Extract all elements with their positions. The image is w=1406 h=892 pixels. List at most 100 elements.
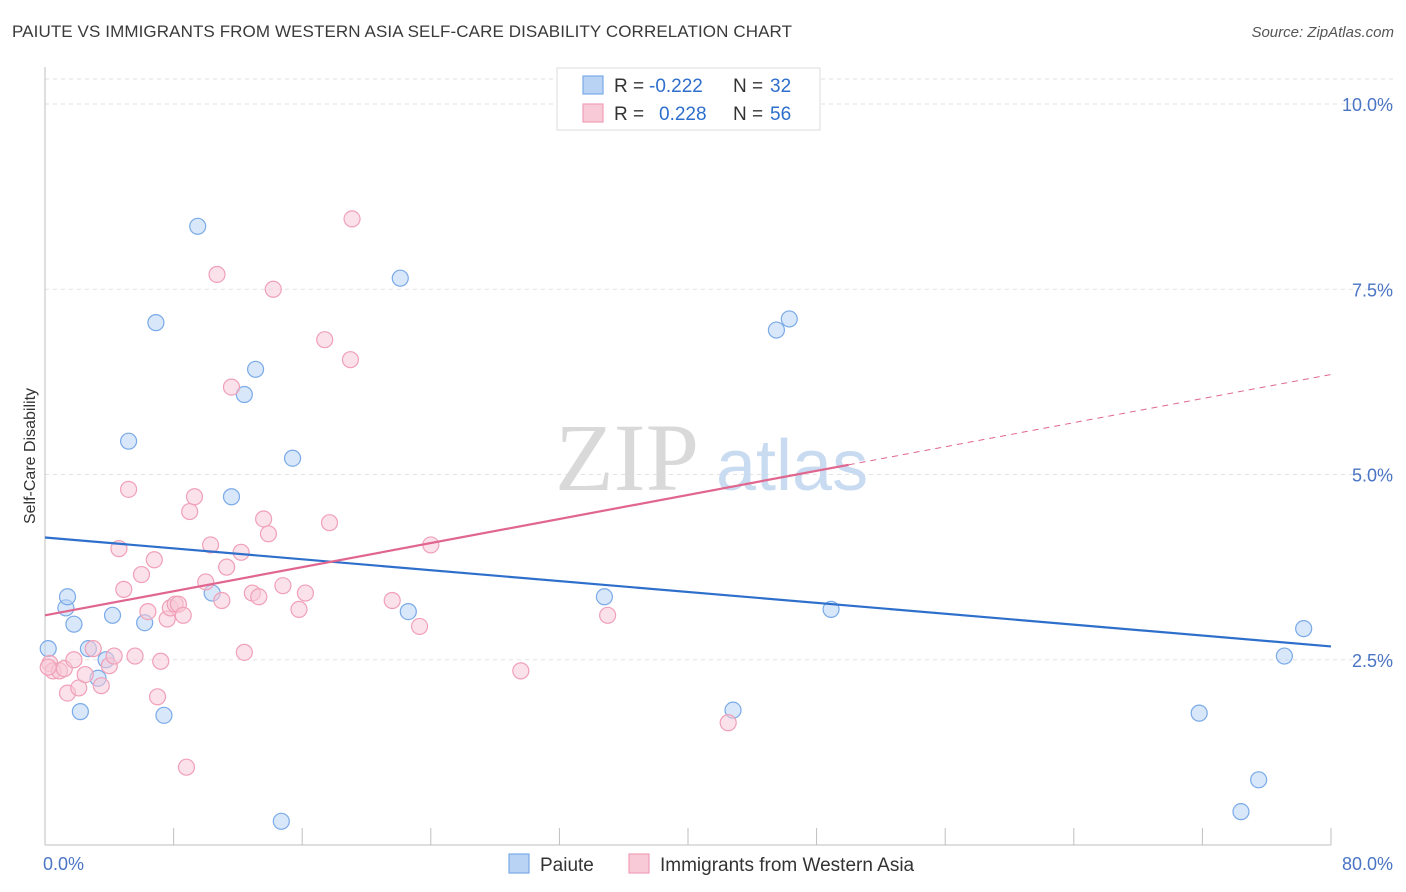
- western-asia-point-20: [152, 652, 170, 670]
- western-asia-point-43: [290, 600, 308, 618]
- x-tick-label-0: 0.0%: [43, 854, 84, 874]
- western-asia-point-15: [126, 647, 144, 665]
- legend-swatch-paiute: [582, 75, 604, 95]
- paiute-point-31: [1295, 620, 1313, 638]
- paiute-point-16: [235, 385, 253, 404]
- western-asia-point-53: [599, 606, 617, 624]
- western-asia-point-49: [383, 591, 401, 610]
- bottom-legend-label-paiute: Paiute: [540, 855, 594, 876]
- paiute-point-18: [272, 812, 290, 830]
- stats-legend: R = -0.222 N = 32 R = 0.228 N = 56: [556, 67, 821, 131]
- western-asia-point-16: [132, 565, 151, 584]
- western-asia-point-25: [174, 606, 192, 624]
- western-asia-point-27: [181, 502, 199, 521]
- western-asia-point-50: [410, 617, 429, 636]
- western-asia-point-54: [719, 714, 737, 732]
- paiute-point-27: [1190, 704, 1208, 722]
- x-tick-label-1: 80.0%: [1342, 854, 1393, 874]
- y-tick-label-1: 5.0%: [1352, 466, 1393, 486]
- legend-n-value-paiute: 32: [770, 76, 791, 97]
- y-tick-label-0: 2.5%: [1352, 651, 1393, 671]
- paiute-point-0: [39, 640, 57, 658]
- western-asia-point-8: [84, 640, 102, 658]
- western-asia-point-17: [139, 602, 157, 621]
- western-asia-point-34: [222, 378, 241, 396]
- western-asia-point-35: [232, 543, 250, 561]
- western-asia-point-41: [264, 280, 282, 298]
- bottom-legend-swatch-paiute: [508, 853, 530, 874]
- paiute-point-4: [71, 703, 89, 721]
- legend-r-label-western-asia: R =: [614, 104, 644, 125]
- trend-lines: [44, 374, 1332, 648]
- paiute-trend-line: [44, 536, 1332, 648]
- western-asia-point-28: [185, 488, 204, 506]
- western-asia-point-19: [148, 688, 167, 706]
- western-asia-point-14: [119, 480, 138, 498]
- western-asia-point-26: [177, 758, 196, 776]
- western-asia-point-32: [213, 591, 231, 610]
- paiute-point-11: [147, 314, 165, 332]
- legend-r-value-paiute: -0.222: [649, 76, 703, 97]
- legend-swatch-western-asia: [582, 103, 604, 123]
- legend-r-value-western-asia: 0.228: [659, 104, 707, 125]
- western-asia-point-46: [320, 514, 339, 532]
- western-asia-point-55: [39, 658, 57, 676]
- western-asia-point-38: [250, 588, 268, 606]
- paiute-point-25: [780, 310, 798, 328]
- western-asia-point-30: [201, 536, 220, 554]
- paiute-point-22: [595, 588, 614, 606]
- paiute-point-29: [1232, 803, 1250, 821]
- paiute-point-24: [767, 321, 786, 339]
- y-tick-label-3: 10.0%: [1342, 95, 1393, 115]
- western-asia-point-31: [208, 265, 226, 284]
- paiute-point-3: [65, 615, 83, 633]
- paiute-point-9: [119, 432, 138, 450]
- y-tick-label-2: 7.5%: [1352, 280, 1393, 300]
- western-asia-point-36: [235, 643, 253, 661]
- paiute-point-12: [155, 706, 173, 724]
- western-asia-point-40: [259, 525, 278, 543]
- watermark-zip: ZIP: [555, 404, 699, 511]
- paiute-point-30: [1275, 647, 1293, 665]
- bottom-legend: Paiute Immigrants from Western Asia: [508, 853, 915, 876]
- western-asia-trend-line: [44, 463, 849, 617]
- y-tick-labels: 2.5% 5.0% 7.5% 10.0%: [1342, 95, 1393, 671]
- paiute-point-28: [1250, 771, 1268, 789]
- western-asia-point-33: [218, 558, 236, 576]
- western-asia-point-29: [197, 573, 215, 591]
- western-asia-point-52: [512, 662, 530, 680]
- western-asia-point-42: [274, 577, 292, 595]
- y-axis-label: Self-Care Disability: [22, 388, 39, 524]
- chart-title: PAIUTE VS IMMIGRANTS FROM WESTERN ASIA S…: [12, 22, 793, 41]
- paiute-point-15: [222, 488, 241, 506]
- western-asia-point-11: [105, 647, 123, 665]
- western-asia-point-44: [296, 584, 315, 602]
- western-asia-point-48: [343, 210, 361, 228]
- western-asia-point-45: [316, 331, 334, 349]
- paiute-point-2: [58, 588, 77, 606]
- x-ticks: [44, 828, 1332, 845]
- paiute-point-13: [189, 217, 207, 235]
- legend-n-label-paiute: N =: [733, 76, 763, 97]
- western-asia-point-5: [65, 651, 83, 669]
- western-asia-point-13: [115, 580, 133, 598]
- x-tick-labels: 0.0% 80.0%: [43, 854, 1393, 874]
- paiute-point-21: [399, 602, 417, 621]
- paiute-point-17: [246, 360, 265, 378]
- paiute-point-8: [103, 606, 122, 624]
- western-asia-point-39: [255, 510, 273, 528]
- bottom-legend-swatch-western-asia: [628, 853, 650, 874]
- bottom-legend-label-western-asia: Immigrants from Western Asia: [660, 855, 915, 876]
- chart-source: Source: ZipAtlas.com: [1251, 24, 1394, 41]
- legend-n-value-western-asia: 56: [770, 104, 791, 125]
- western-asia-point-18: [145, 551, 163, 569]
- western-asia-point-47: [341, 351, 360, 369]
- western-asia-point-7: [76, 665, 94, 684]
- data-points: [39, 210, 1313, 830]
- legend-n-label-western-asia: N =: [733, 104, 763, 125]
- legend-r-label-paiute: R =: [614, 76, 644, 97]
- western-asia-point-9: [92, 677, 110, 695]
- paiute-point-19: [283, 449, 302, 467]
- western-asia-trend-extension: [848, 374, 1332, 466]
